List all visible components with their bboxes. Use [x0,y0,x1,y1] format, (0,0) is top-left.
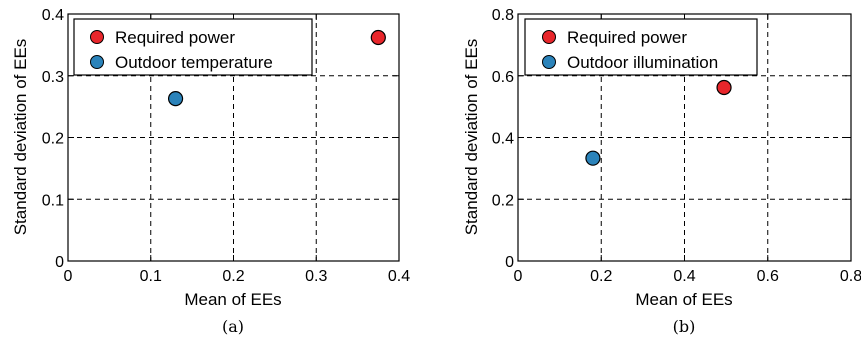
legend-label-required-power: Required power [567,28,687,47]
legend-marker-outdoor-illumination [542,55,556,69]
grid-lines [68,14,399,261]
panel-caption-b: (b) [673,317,696,336]
x-tick-label: 0.4 [388,268,410,285]
y-tick-labels: 0 0.1 0.2 0.3 0.4 [42,7,64,271]
y-axis-label: Standard deviation of EEs [462,39,481,236]
x-tick-label: 0.2 [222,268,244,285]
data-points [167,29,386,107]
panel-caption-a: (a) [222,317,244,336]
data-point-outdoor-temperature [167,90,184,107]
x-tick-label: 0.4 [673,268,695,285]
y-tick-label: 0.2 [492,192,514,209]
x-axis-label: Mean of EEs [184,290,281,309]
legend-label-outdoor-temperature: Outdoor temperature [115,53,273,72]
data-point-outdoor-illumination [585,150,601,166]
y-tick-label: 0.8 [492,7,514,24]
x-tick-label: 0.2 [590,268,612,285]
y-tick-label: 0.6 [492,69,514,86]
data-point-required-power [370,29,386,46]
x-tick-labels: 0 0.1 0.2 0.3 0.4 [64,268,411,285]
y-tick-label: 0.4 [492,131,514,148]
legend-box [524,18,758,76]
x-tick-label: 0.3 [305,268,327,285]
x-tick-label: 0.1 [140,268,162,285]
x-tick-labels: 0 0.2 0.4 0.6 0.8 [514,268,861,285]
data-point-required-power [716,79,732,96]
data-points [585,79,732,166]
x-tick-label: 0 [64,268,73,285]
chart-panel-a: 0 0.1 0.2 0.3 0.4 0 0.1 0.2 0.3 0.4 Required pow… [11,7,410,336]
y-tick-labels: 0 0.2 0.4 0.6 0.8 [492,7,514,271]
y-tick-label: 0.3 [42,69,64,86]
y-tick-label: 0 [505,254,514,271]
legend-label-required-power: Required power [115,28,235,47]
chart-panel-b: 0 0.2 0.4 0.6 0.8 0 0.2 0.4 0.6 0.8 Required pow… [462,7,861,336]
x-tick-label: 0.6 [757,268,779,285]
legend-marker-required-power [90,30,104,44]
y-tick-label: 0.1 [42,192,64,209]
x-tick-label: 0.8 [840,268,861,285]
legend: Required power Outdoor temperature [73,18,313,76]
y-tick-label: 0.2 [42,131,64,148]
y-tick-label: 0 [55,254,64,271]
y-axis-label: Standard deviation of EEs [11,39,30,236]
grid-lines [518,14,851,261]
legend-label-outdoor-illumination: Outdoor illumination [567,53,718,72]
legend-box [73,18,313,76]
legend-marker-required-power [542,30,556,44]
y-tick-label: 0.4 [42,7,64,24]
x-tick-label: 0 [514,268,523,285]
x-axis-label: Mean of EEs [635,290,732,309]
legend-marker-outdoor-temperature [90,55,104,69]
legend: Required power Outdoor illumination [524,18,758,76]
